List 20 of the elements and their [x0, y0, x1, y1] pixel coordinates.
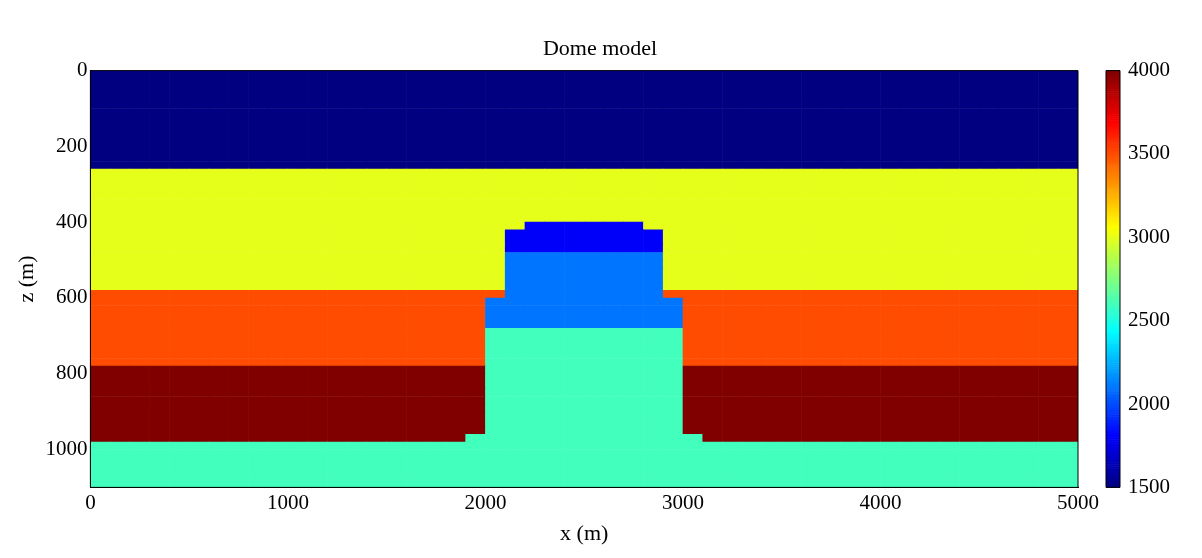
color-bar-label: 3000 [1128, 223, 1170, 248]
x-tick-label: 5000 [1057, 489, 1099, 514]
x-axis-title: x (m) [560, 519, 609, 545]
color-bar-label: 2500 [1128, 307, 1170, 332]
color-bar-label: 3500 [1128, 140, 1170, 165]
y-tick-label: 600 [55, 284, 88, 309]
color-bar-label: 1500 [1128, 473, 1170, 498]
y-axis-title: z (m) [12, 255, 38, 303]
x-tick-label: 4000 [859, 489, 902, 514]
y-tick-label: 1000 [45, 436, 88, 461]
y-tick-label: 0 [76, 57, 88, 82]
y-tick-label: 200 [55, 132, 88, 157]
color-bar-label: 4000 [1128, 57, 1170, 82]
x-tick-label: 2000 [464, 489, 507, 514]
chart-title: Dome model [542, 35, 658, 61]
color-bar-label: 2000 [1128, 390, 1170, 415]
x-tick-label: 3000 [661, 489, 704, 514]
x-tick-label: 1000 [266, 489, 309, 514]
y-tick-label: 800 [55, 360, 88, 385]
y-tick-label: 400 [55, 208, 88, 233]
